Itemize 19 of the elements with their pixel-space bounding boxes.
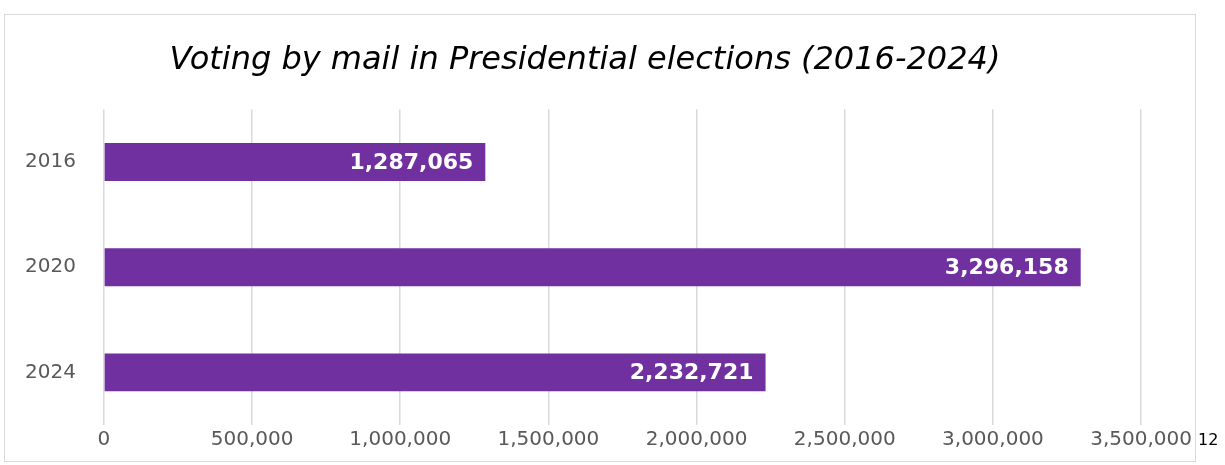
x-tick-label: 1,500,000 <box>497 426 600 451</box>
y-tick-label: 2024 <box>24 358 76 383</box>
data-label: 3,296,158 <box>944 253 1069 279</box>
text: 12 <box>1198 430 1219 449</box>
x-tick-label: 3,500,000 <box>1090 426 1192 451</box>
bar <box>104 143 486 181</box>
bar <box>104 353 766 392</box>
data-label: 1,287,065 <box>349 148 474 174</box>
y-tick-label: 2016 <box>24 148 76 173</box>
chart-title: Voting by mail in Presidential elections (2016-2024) <box>169 38 1001 77</box>
x-tick-label: 500,000 <box>210 426 294 451</box>
x-tick-label: 3,000,000 <box>942 426 1044 451</box>
x-tick-label: 0 <box>97 426 111 451</box>
x-tick-label: 1,000,000 <box>349 426 452 451</box>
data-label: 2,232,721 <box>629 359 754 385</box>
y-tick-label: 2020 <box>24 253 76 278</box>
x-tick-label: 2,500,000 <box>793 426 896 451</box>
x-tick-label: 2,000,000 <box>645 426 748 451</box>
bar <box>104 248 1081 287</box>
